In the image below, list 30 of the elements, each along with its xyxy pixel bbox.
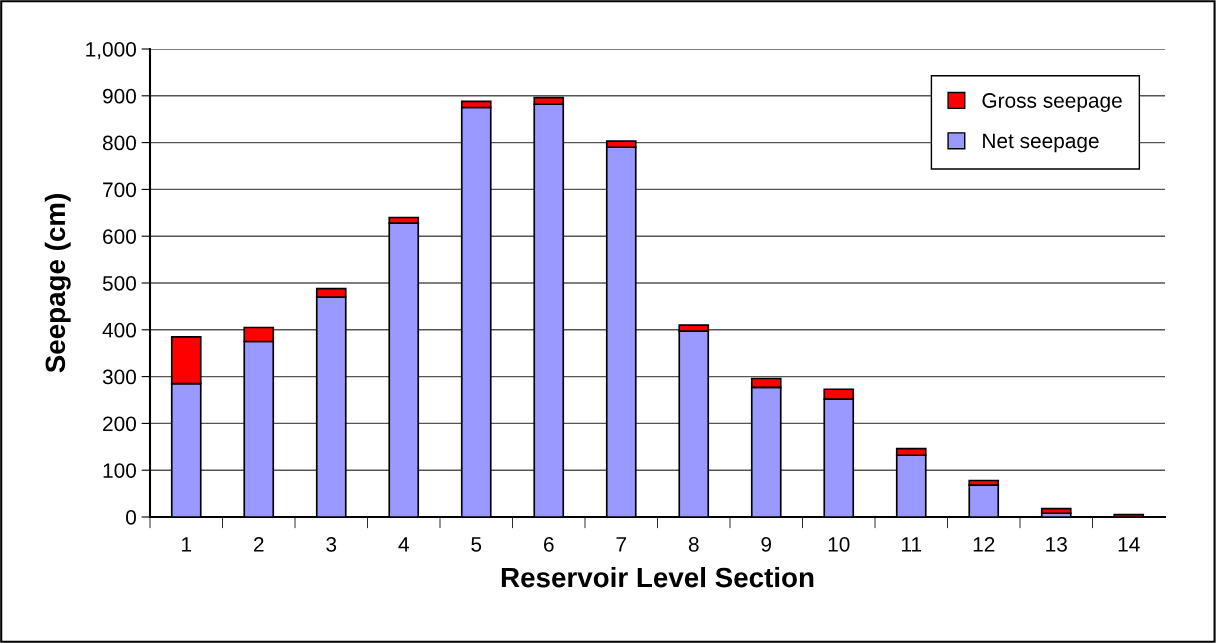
x-tick-label: 5	[471, 537, 482, 552]
x-axis-title: Reservoir Level Section	[501, 566, 814, 588]
x-tick-label: 3	[326, 536, 337, 552]
legend-label: Gross seepage	[982, 93, 1122, 112]
y-axis-title: Seepage (cm)	[44, 194, 71, 373]
x-tick-label: 2	[254, 536, 264, 552]
y-tick-label: 400	[102, 322, 136, 338]
y-tick-label: 1,000	[86, 42, 136, 60]
x-tick-label: 4	[398, 537, 409, 552]
bar	[1040, 507, 1072, 515]
y-tick-label: 700	[103, 182, 136, 198]
x-tick-label: 7	[616, 537, 626, 552]
x-tick-label: 1	[182, 537, 192, 552]
x-tick-label: 10	[828, 536, 850, 552]
y-tick-label: 0	[126, 510, 136, 525]
x-tick-label: 8	[688, 536, 699, 552]
x-tick-label: 6	[544, 536, 554, 552]
x-tick-label: 13	[1046, 536, 1067, 552]
y-tick-label: 500	[102, 276, 136, 291]
x-tick-label: 9	[761, 536, 772, 552]
y-tick-label: 200	[103, 416, 136, 432]
y-tick-label: 300	[102, 369, 136, 385]
legend-label: Net seepage	[983, 133, 1099, 153]
x-tick-label: 14	[1118, 537, 1140, 552]
x-tick-label: 11	[902, 537, 922, 552]
y-tick-label: 800	[102, 135, 136, 151]
x-tick-label: 12	[973, 536, 995, 552]
y-tick-label: 600	[103, 229, 136, 244]
y-tick-label: 900	[103, 88, 136, 104]
y-tick-label: 100	[103, 463, 136, 478]
